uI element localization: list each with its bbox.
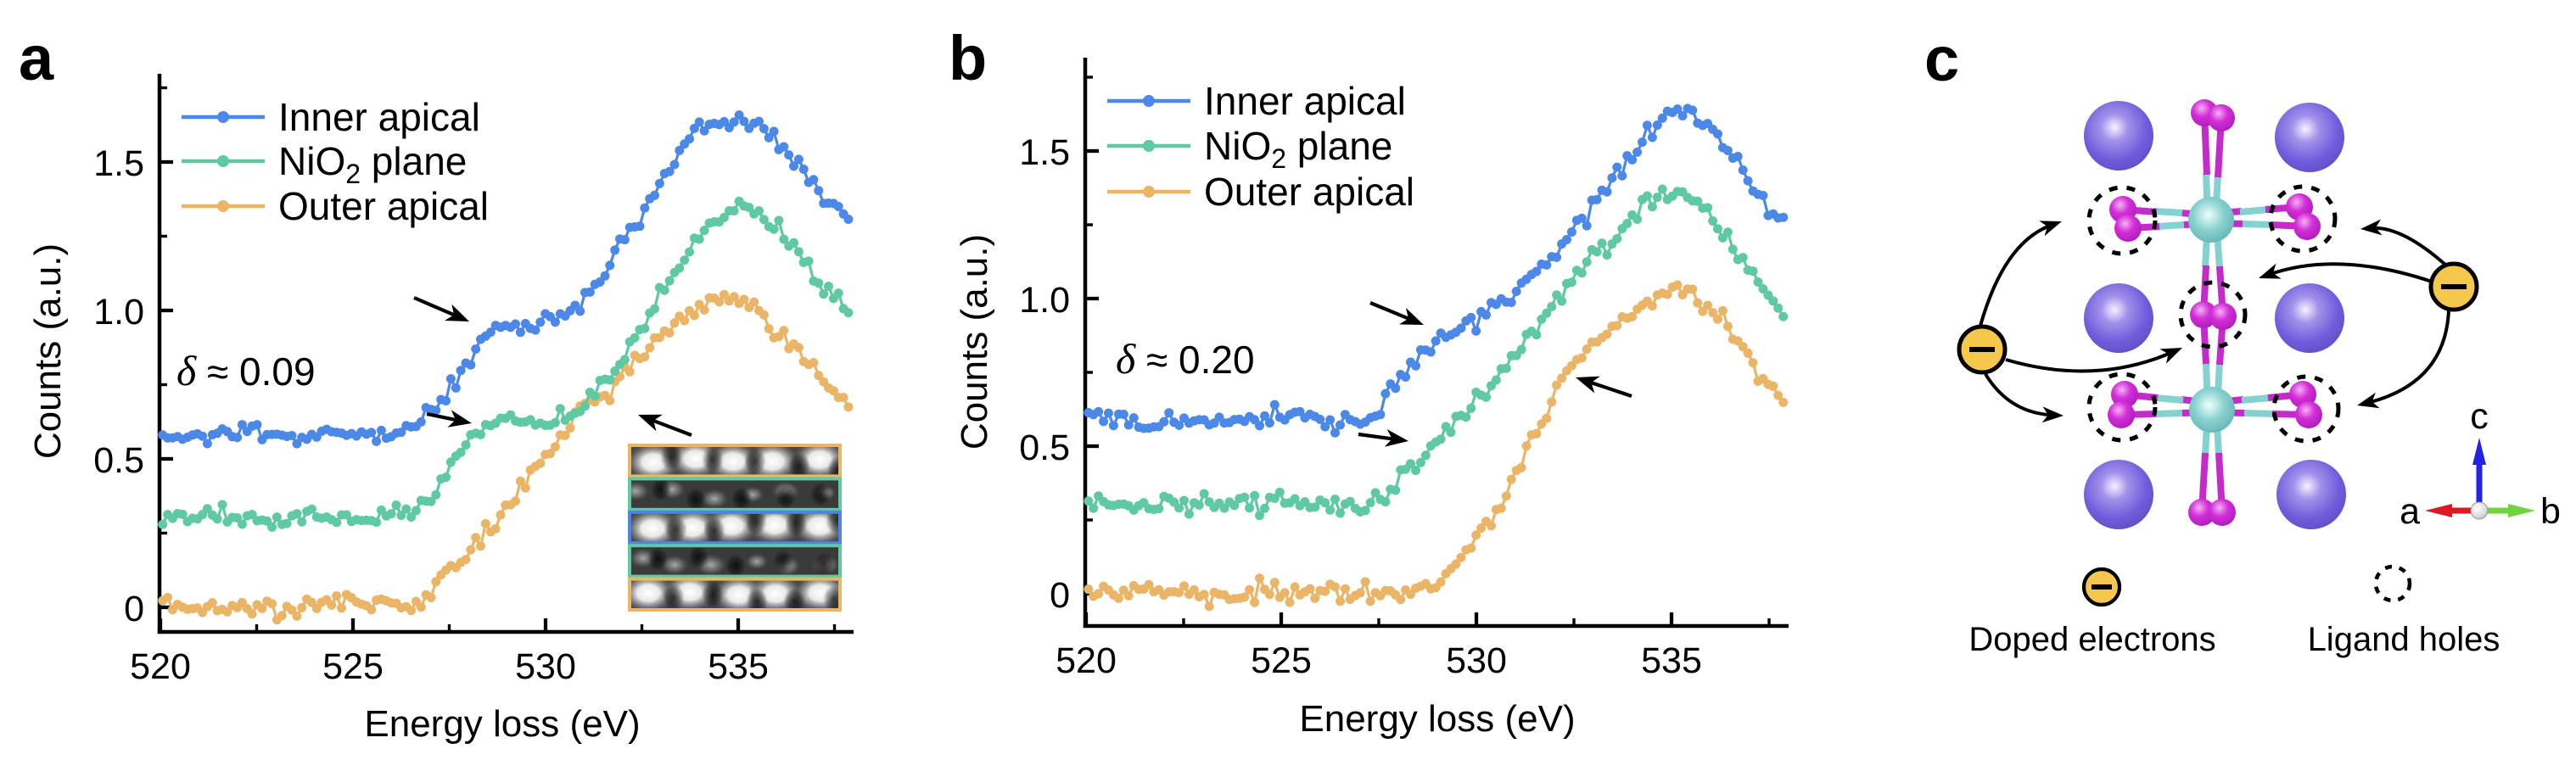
svg-text:1.5: 1.5: [1019, 132, 1070, 173]
svg-text:NiO2 plane: NiO2 plane: [1204, 124, 1392, 174]
svg-text:525: 525: [1251, 640, 1312, 681]
svg-text:Inner apical: Inner apical: [278, 95, 480, 139]
svg-text:1.5: 1.5: [93, 143, 144, 184]
svg-text:520: 520: [130, 646, 191, 687]
svg-text:Outer apical: Outer apical: [278, 184, 489, 228]
svg-text:a: a: [19, 23, 54, 93]
svg-text:Inner apical: Inner apical: [1204, 79, 1406, 123]
svg-text:a: a: [2400, 491, 2420, 532]
svg-text:530: 530: [1446, 640, 1507, 681]
svg-text:Ligand holes: Ligand holes: [2308, 621, 2500, 658]
svg-text:δ ≈ 0.20: δ ≈ 0.20: [1116, 335, 1255, 383]
svg-text:Energy loss (eV): Energy loss (eV): [1299, 698, 1575, 740]
svg-text:δ ≈ 0.09: δ ≈ 0.09: [176, 347, 316, 394]
svg-text:c: c: [2470, 396, 2489, 437]
svg-text:1.0: 1.0: [93, 292, 144, 332]
svg-text:0: 0: [1050, 575, 1070, 616]
svg-text:Doped electrons: Doped electrons: [1968, 621, 2215, 658]
svg-text:535: 535: [1641, 640, 1702, 681]
svg-text:Counts (a.u.): Counts (a.u.): [954, 234, 995, 450]
svg-text:530: 530: [515, 646, 576, 687]
svg-text:NiO2 plane: NiO2 plane: [278, 139, 467, 189]
svg-text:0.5: 0.5: [93, 440, 144, 481]
svg-text:Outer apical: Outer apical: [1204, 170, 1414, 214]
svg-text:520: 520: [1056, 640, 1117, 681]
svg-text:Counts (a.u.): Counts (a.u.): [27, 243, 69, 459]
svg-text:c: c: [1924, 24, 1959, 94]
svg-text:Energy loss (eV): Energy loss (eV): [364, 703, 640, 745]
svg-text:b: b: [949, 23, 987, 93]
svg-text:0: 0: [124, 589, 144, 629]
svg-text:535: 535: [708, 646, 769, 687]
svg-text:525: 525: [322, 646, 384, 687]
svg-text:0.5: 0.5: [1019, 428, 1070, 468]
svg-text:b: b: [2540, 491, 2561, 532]
svg-text:1.0: 1.0: [1019, 280, 1070, 321]
